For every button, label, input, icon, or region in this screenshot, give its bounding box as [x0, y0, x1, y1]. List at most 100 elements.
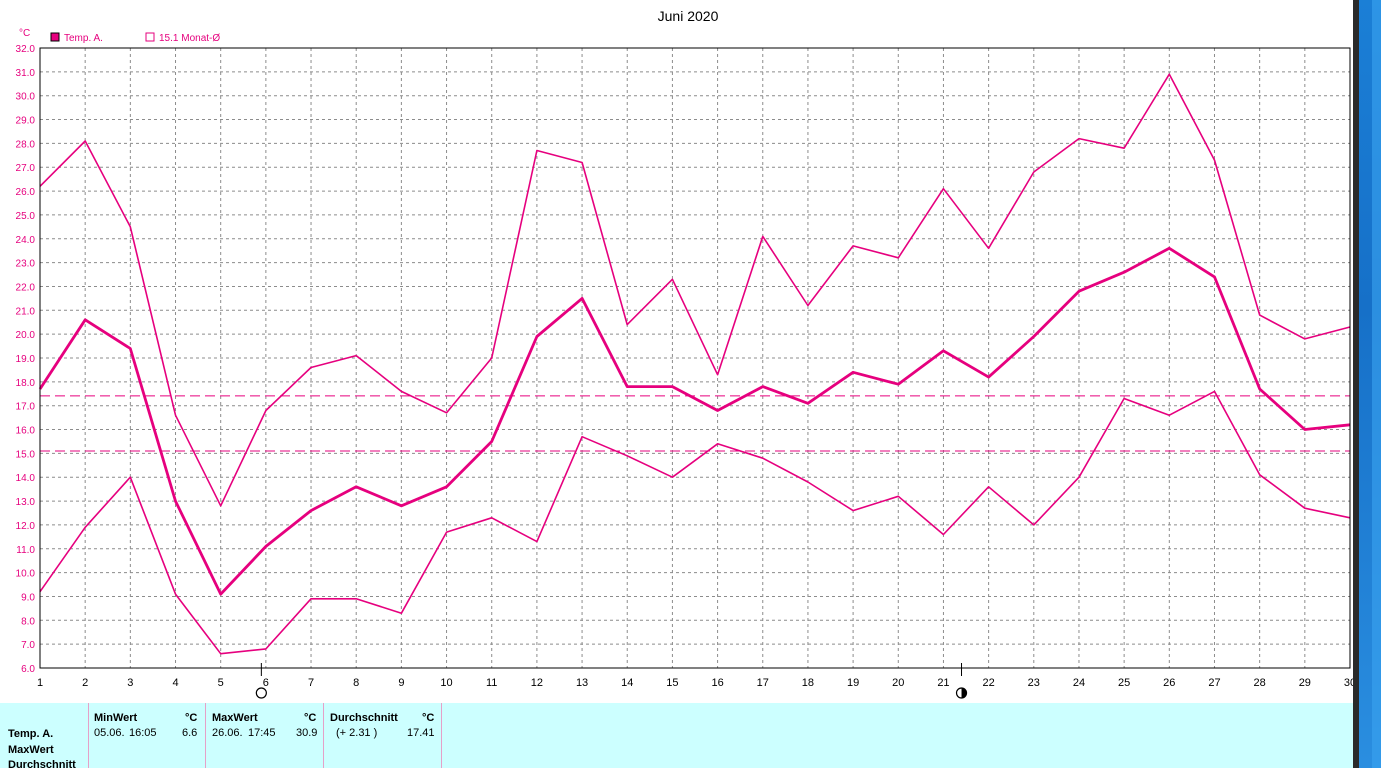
column-separator [88, 703, 89, 768]
y-tick-label: 28.0 [16, 139, 36, 150]
min-value: 6.6 [182, 727, 198, 739]
x-tick-label: 6 [263, 677, 269, 689]
series-line-min [39, 390, 1351, 655]
x-tick-label: 20 [892, 677, 904, 689]
y-tick-label: 9.0 [21, 592, 35, 603]
x-tick-label: 4 [172, 677, 178, 689]
y-axis-unit: °C [19, 28, 30, 39]
x-tick-label: 15 [666, 677, 678, 689]
reference-lines [40, 395, 1350, 452]
y-tick-label: 6.0 [21, 664, 35, 675]
min-header: MinWert [94, 712, 138, 724]
x-tick-label: 14 [621, 677, 633, 689]
max-stat-column: MaxWert °C 26.06. 17:45 30.9 [205, 703, 323, 768]
legend-label-temp: Temp. A. [64, 33, 103, 44]
x-tick-label: 23 [1028, 677, 1040, 689]
plot-frame [39, 47, 1351, 669]
max-unit: °C [304, 712, 317, 724]
min-unit: °C [185, 712, 198, 724]
x-tick-label: 25 [1118, 677, 1130, 689]
x-tick-label: 12 [531, 677, 543, 689]
y-tick-label: 11.0 [16, 545, 35, 556]
x-tick-label: 8 [353, 677, 359, 689]
min-date: 05.06. [94, 727, 125, 739]
y-tick-label: 12.0 [16, 521, 36, 532]
row-label-temp: Temp. A. [8, 728, 54, 740]
x-tick-label: 10 [440, 677, 452, 689]
chart-title: Juni 2020 [658, 8, 719, 24]
y-tick-label: 31.0 [16, 68, 36, 79]
window-border [1353, 0, 1359, 768]
y-tick-label: 27.0 [16, 163, 36, 174]
x-tick-label: 1 [37, 677, 43, 689]
y-tick-label: 26.0 [16, 187, 36, 198]
axes: 6.0 7.0 8.0 9.0 10.0 11.0 12.0 13.0 14.0 15.0 16.0… [16, 44, 1353, 689]
x-tick-label: 29 [1299, 677, 1311, 689]
y-tick-label: 13.0 [16, 497, 36, 508]
row-label-max: MaxWert [8, 744, 54, 756]
x-tick-label: 2 [82, 677, 88, 689]
avg-unit: °C [422, 712, 435, 724]
x-tick-label: 30 [1344, 677, 1353, 689]
y-tick-label: 30.0 [16, 92, 36, 103]
max-date: 26.06. [212, 727, 243, 739]
y-tick-label: 15.0 [16, 449, 36, 460]
x-tick-label: 27 [1208, 677, 1220, 689]
y-tick-label: 21.0 [16, 306, 36, 317]
x-tick-label: 16 [711, 677, 723, 689]
x-tick-label: 26 [1163, 677, 1175, 689]
full-moon-icon [255, 687, 267, 699]
x-tick-label: 22 [982, 677, 994, 689]
y-tick-label: 18.0 [16, 378, 36, 389]
x-tick-label: 28 [1254, 677, 1266, 689]
y-tick-label: 25.0 [16, 211, 36, 222]
column-separator [205, 703, 206, 768]
x-tick-label: 3 [127, 677, 133, 689]
moon-markers [255, 663, 968, 699]
y-tick-label: 20.0 [16, 330, 36, 341]
column-separator [441, 703, 442, 768]
max-header: MaxWert [212, 712, 258, 724]
min-stat-column: MinWert °C 05.06. 16:05 6.6 [88, 703, 205, 768]
y-tick-label: 19.0 [16, 354, 36, 365]
x-tick-label: 5 [218, 677, 224, 689]
x-tick-label: 11 [486, 677, 497, 689]
y-tick-label: 10.0 [16, 569, 36, 580]
x-tick-label: 18 [802, 677, 814, 689]
legend-label-monthly-avg: 15.1 Monat-Ø [159, 33, 220, 44]
legend-filled-marker [50, 32, 60, 42]
y-tick-label: 24.0 [16, 235, 36, 246]
y-tick-label: 22.0 [16, 282, 36, 293]
temperature-chart: 6.0 7.0 8.0 9.0 10.0 11.0 12.0 13.0 14.0 15.0 16.0… [16, 8, 1353, 699]
x-tick-label: 17 [757, 677, 769, 689]
y-tick-label: 17.0 [16, 402, 36, 413]
y-tick-label: 7.0 [21, 640, 35, 651]
avg-stat-column: Durchschnitt °C (+ 2.31 ) 17.41 [323, 703, 441, 768]
y-tick-label: 14.0 [16, 473, 36, 484]
new-moon-shade [961, 688, 967, 698]
series-line-max [39, 73, 1351, 507]
grid [40, 48, 1350, 668]
x-tick-label: 19 [847, 677, 859, 689]
row-label-avg: Durchschnitt [8, 759, 76, 771]
x-tick-label: 24 [1073, 677, 1085, 689]
y-tick-label: 32.0 [16, 44, 36, 55]
column-separator [323, 703, 324, 768]
min-time: 16:05 [129, 727, 157, 739]
legend: Temp. A. 15.1 Monat-Ø [50, 32, 220, 44]
legend-open-marker [145, 32, 155, 42]
avg-value: 17.41 [407, 727, 435, 739]
avg-header: Durchschnitt [330, 712, 398, 724]
y-tick-label: 23.0 [16, 259, 36, 270]
statistics-panel: Temp. A. MaxWert Durchschnitt MinWert °C… [0, 703, 1353, 771]
x-tick-label: 9 [398, 677, 404, 689]
y-tick-label: 8.0 [21, 616, 35, 627]
series-line-avg [38, 246, 1351, 596]
max-time: 17:45 [248, 727, 276, 739]
y-tick-label: 16.0 [16, 426, 36, 437]
desktop-highlight [1372, 0, 1381, 768]
avg-delta: (+ 2.31 ) [336, 727, 378, 739]
max-value: 30.9 [296, 727, 318, 739]
x-tick-label: 13 [576, 677, 588, 689]
y-tick-label: 29.0 [16, 116, 36, 127]
